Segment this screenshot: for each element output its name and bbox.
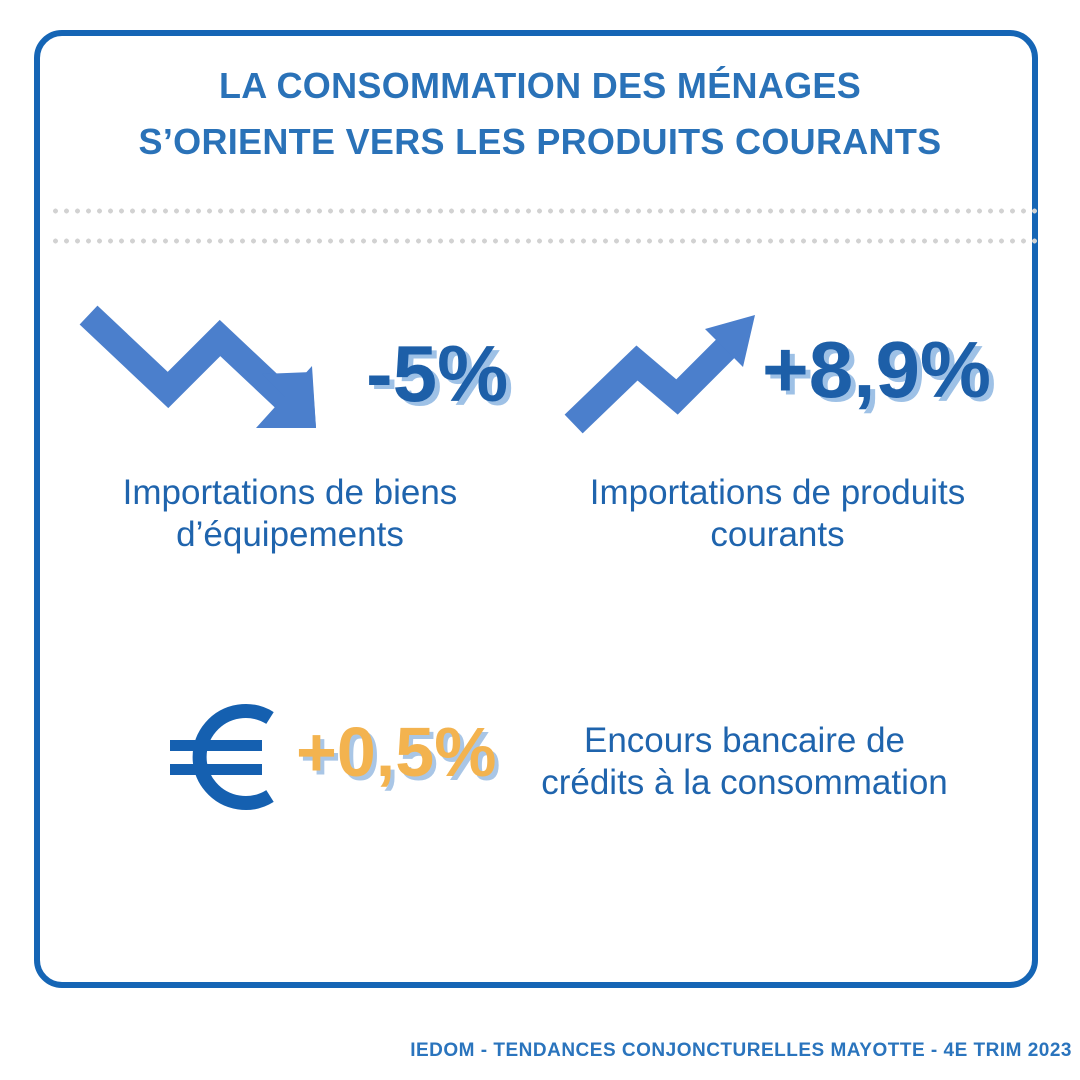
label-equipment-line-1: Importations de biens [122,473,458,512]
label-current-products-imports: Importations de produits courants [545,472,1010,556]
label-equipment-imports: Importations de biens d’équipements [70,472,510,556]
down-trend-arrow-icon [79,305,316,428]
stat-value-consumer-credit: +0,5% [296,713,497,791]
label-current-products-line-1: Importations de produits [589,473,966,512]
label-equipment-line-2: d’équipements [176,515,404,554]
label-consumer-credit-line-1: Encours bancaire de [583,721,906,760]
dotted-divider-bottom [50,238,1040,244]
label-current-products-line-2: courants [710,515,845,554]
title-line-2: S’ORIENTE VERS LES PRODUITS COURANTS [138,121,942,162]
stat-value-current-products: +8,9% [762,325,992,414]
page-title: LA CONSOMMATION DES MÉNAGES S’ORIENTE VE… [40,58,1040,170]
footer-source: IEDOM - TENDANCES CONJONCTURELLES MAYOTT… [410,1040,1072,1061]
euro-icon [170,704,274,810]
card-frame [34,30,1038,988]
label-consumer-credit: Encours bancaire de crédits à la consomm… [492,720,997,804]
label-consumer-credit-line-2: crédits à la consommation [541,763,948,802]
stat-value-equipment: -5% [366,329,509,418]
dotted-divider-top [50,208,1040,214]
up-trend-arrow-icon [564,315,755,434]
title-line-1: LA CONSOMMATION DES MÉNAGES [218,65,862,106]
